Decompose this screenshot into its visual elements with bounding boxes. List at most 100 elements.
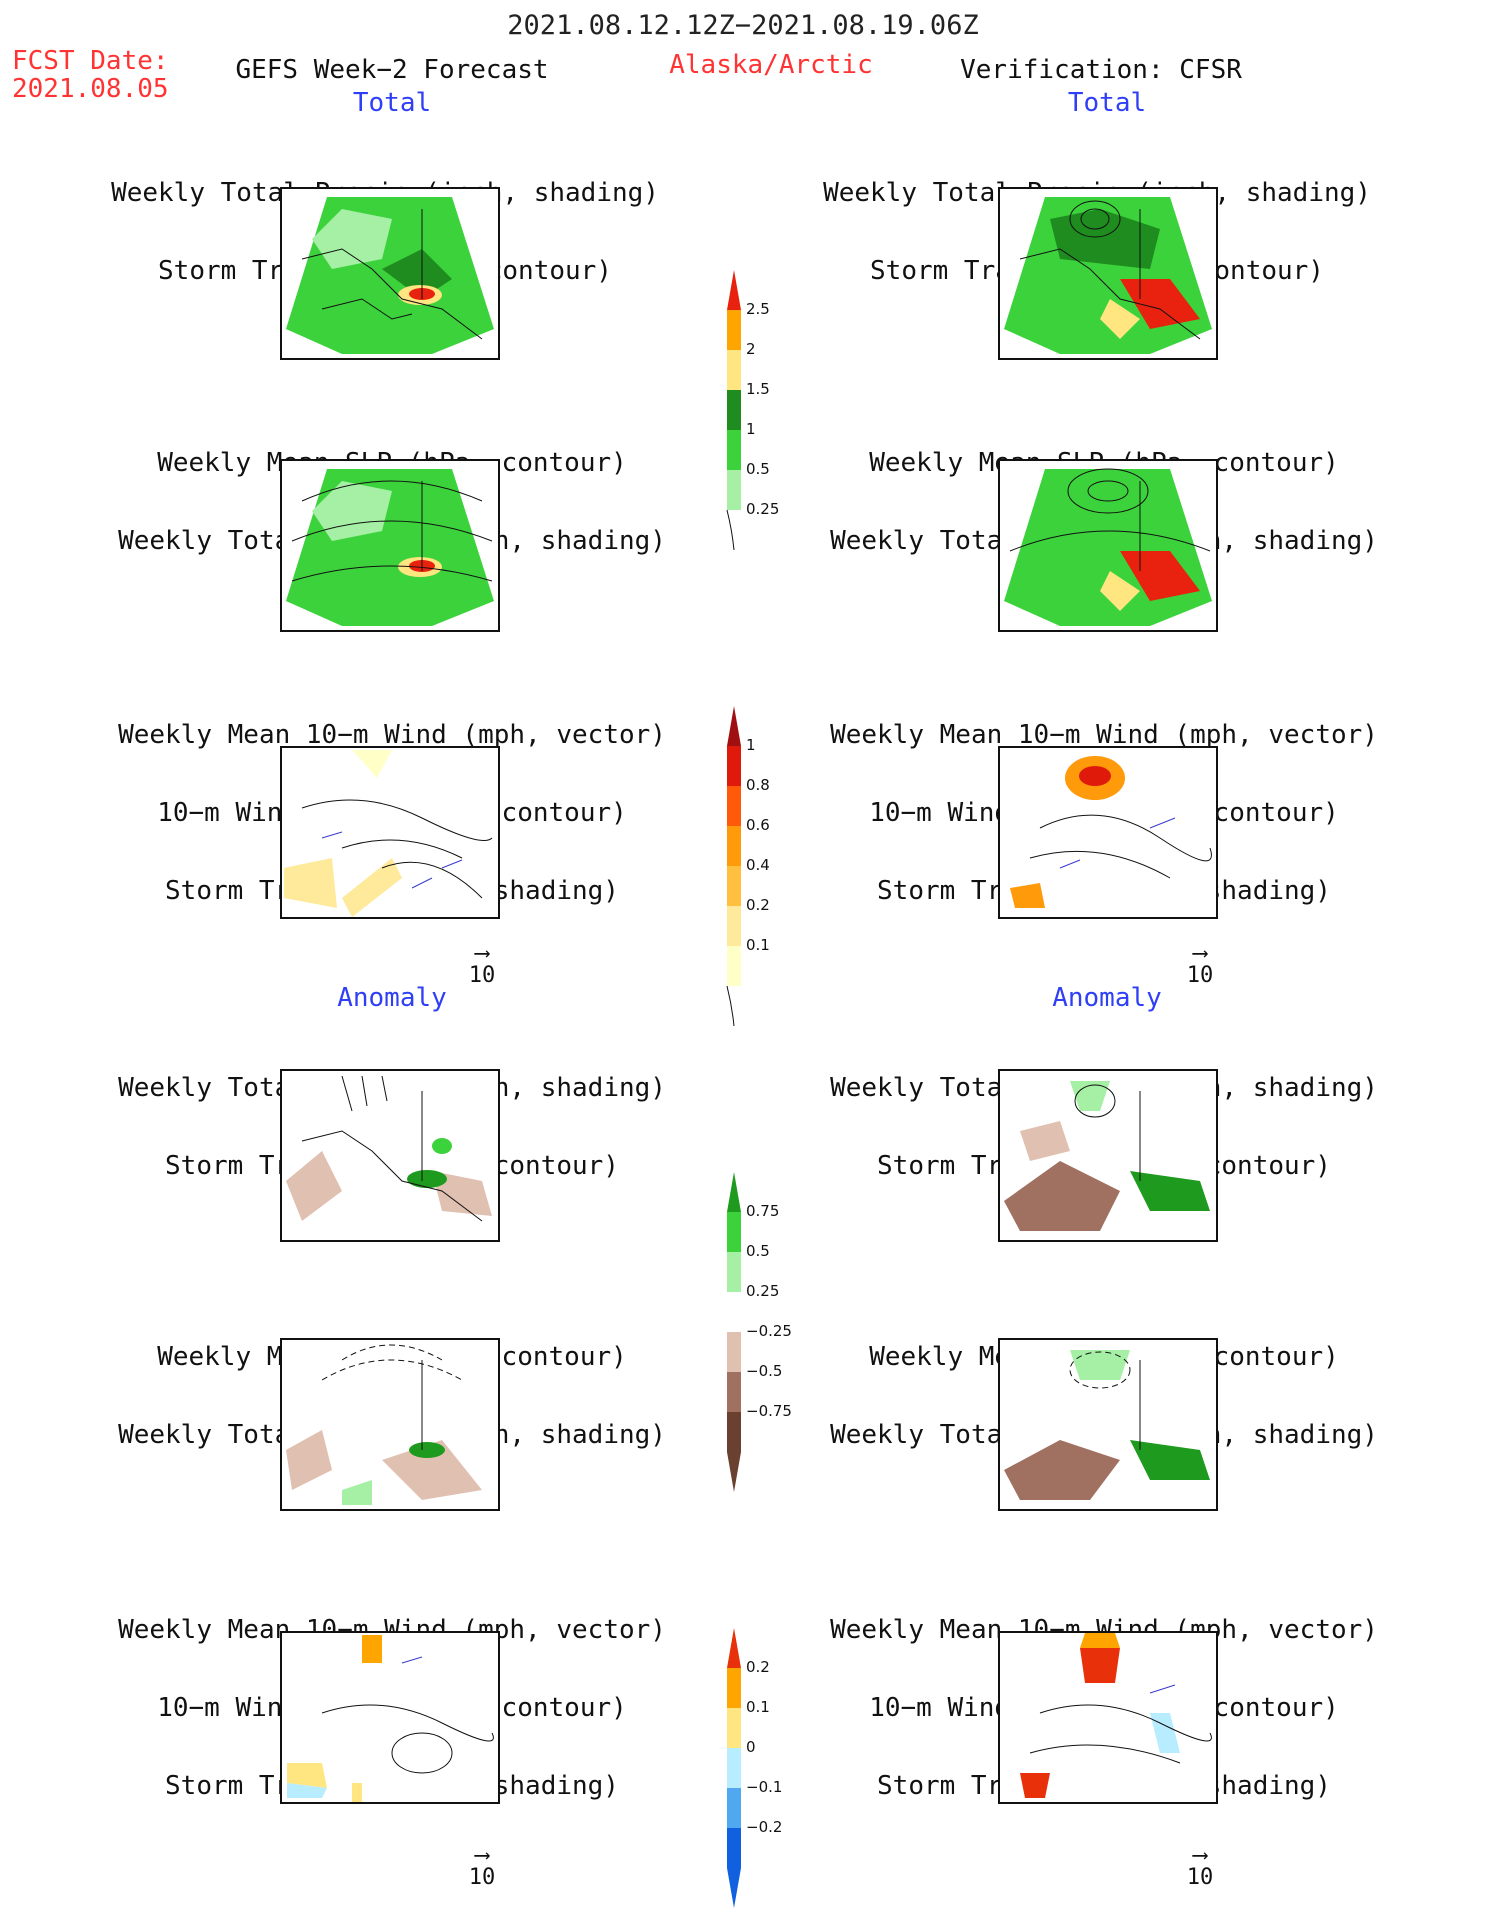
colorbar-cap-top [727, 706, 741, 746]
map-panel-r1 [998, 187, 1218, 360]
colorbar-label: 2 [746, 340, 756, 358]
map-panel-l6 [280, 1631, 500, 1804]
colorbar-label: 0.1 [746, 1698, 770, 1716]
colorbar-cap-bottom [726, 985, 735, 1026]
colorbar-label: 0.2 [746, 896, 770, 914]
colorbar-swatch [727, 746, 741, 786]
colorbar-label: 0 [746, 1738, 756, 1756]
title-line: Weekly Mean 10−m Wind (mph, vector) [118, 720, 666, 750]
slp-map-anom-l5 [286, 1344, 482, 1505]
section-total-left: Total [352, 88, 432, 118]
colorbar-swatch [727, 946, 741, 986]
colorbar-swatch [727, 906, 741, 946]
colorbar-label: −0.25 [746, 1322, 792, 1340]
model-title: GEFS Week−2 Forecast [235, 55, 549, 85]
right-arrow-icon: ⟶ [475, 941, 489, 966]
colorbar-svg [726, 270, 741, 550]
slp-map-anom-r5 [1004, 1350, 1210, 1500]
section-anomaly-left: Anomaly [337, 983, 447, 1013]
wind-map-total-r3 [1010, 756, 1212, 908]
map-panel-l2 [280, 459, 500, 632]
fcst-date-value: 2021.08.05 [12, 74, 169, 104]
right-arrow-icon: ⟶ [1193, 941, 1207, 966]
colorbar-label: 0.5 [746, 1242, 770, 1260]
wind-map-anom-l6 [287, 1635, 494, 1802]
colorbar-swatch [727, 826, 741, 866]
colorbar-swatch [727, 866, 741, 906]
vector-ref-r3: ⟶ 10 [1180, 943, 1220, 987]
colorbar-swatch [727, 1788, 741, 1828]
vector-ref-r6: ⟶ 10 [1180, 1845, 1220, 1889]
vector-ref-label: 10 [468, 1865, 496, 1890]
map-panel-r5 [998, 1338, 1218, 1511]
verification-title: Verification: CFSR [960, 55, 1242, 85]
colorbar-cap-bottom [727, 1452, 741, 1492]
vector-ref-label: 10 [1186, 963, 1214, 988]
colorbar-label: 0.25 [746, 500, 780, 518]
map-panel-r3 [998, 746, 1218, 919]
precip-map-total-r1 [1004, 197, 1212, 354]
right-arrow-icon: ⟶ [1193, 1843, 1207, 1868]
colorbar-label: −0.75 [746, 1402, 792, 1420]
precip-map-anom-l4 [286, 1075, 492, 1222]
colorbar-label: 0.6 [746, 816, 770, 834]
colorbar-svg [727, 1172, 741, 1492]
slp-map-total-r2 [1004, 468, 1212, 626]
date-range-title: 2021.08.12.12Z−2021.08.19.06Z [507, 10, 979, 41]
map-panel-l1 [280, 187, 500, 360]
section-total-right: Total [1067, 88, 1147, 118]
colorbar-swatch [727, 1292, 741, 1332]
colorbar-swatch [727, 470, 741, 510]
colorbar-label: 0.8 [746, 776, 770, 794]
colorbar-cap-bottom [726, 509, 735, 550]
colorbar-swatch [727, 1668, 741, 1708]
vector-ref-label: 10 [468, 963, 496, 988]
right-arrow-icon: ⟶ [475, 1843, 489, 1868]
map-panel-r2 [998, 459, 1218, 632]
colorbar-cap-top [727, 270, 741, 310]
colorbar-label: 1 [746, 736, 756, 754]
map-panel-l3 [280, 746, 500, 919]
colorbar-label: −0.2 [746, 1818, 783, 1836]
section-anomaly-right: Anomaly [1052, 983, 1162, 1013]
colorbar-swatch [727, 430, 741, 470]
colorbar-label: 0.1 [746, 936, 770, 954]
colorbar-label: 1.5 [746, 380, 770, 398]
vector-ref-l3: ⟶ 10 [462, 943, 502, 987]
vector-ref-l6: ⟶ 10 [462, 1845, 502, 1889]
colorbar-swatch [727, 1828, 741, 1868]
colorbar-swatch [727, 310, 741, 350]
colorbar-label: −0.5 [746, 1362, 783, 1380]
colorbar-swatch [727, 1212, 741, 1252]
vector-ref-label: 10 [1186, 1865, 1214, 1890]
title-line: Weekly Mean 10−m Wind (mph, vector) [830, 720, 1378, 750]
wind-map-total-l3 [284, 750, 493, 917]
colorbar-label: 2.5 [746, 300, 770, 318]
colorbar-label: 0.2 [746, 1658, 770, 1676]
colorbar-swatch [727, 1412, 741, 1452]
colorbar-label: 0.75 [746, 1202, 780, 1220]
colorbar-svg [726, 706, 741, 1026]
slp-map-total-l2 [286, 469, 494, 626]
colorbar-label: 0.5 [746, 460, 770, 478]
colorbar-cap-bottom [727, 1868, 741, 1908]
colorbar-swatch [727, 1708, 741, 1748]
wind-map-anom-r6 [1020, 1633, 1212, 1798]
colorbar-label: −0.1 [746, 1778, 783, 1796]
colorbar-swatch [727, 390, 741, 430]
colorbar-swatch [727, 1748, 741, 1788]
colorbar-label: 0.25 [746, 1282, 780, 1300]
fcst-date-label: FCST Date: [12, 46, 169, 76]
colorbar-label: 1 [746, 420, 756, 438]
map-panel-l5 [280, 1338, 500, 1511]
colorbar-swatch [727, 1372, 741, 1412]
colorbar-label: 0.4 [746, 856, 770, 874]
precip-map-anom-r4 [1004, 1081, 1210, 1231]
colorbar-swatch [727, 350, 741, 390]
colorbar-swatch [727, 786, 741, 826]
map-panel-r4 [998, 1069, 1218, 1242]
colorbar-swatch [727, 1252, 741, 1292]
colorbar-cap-top [727, 1172, 741, 1212]
region-title: Alaska/Arctic [669, 50, 873, 80]
map-panel-r6 [998, 1631, 1218, 1804]
